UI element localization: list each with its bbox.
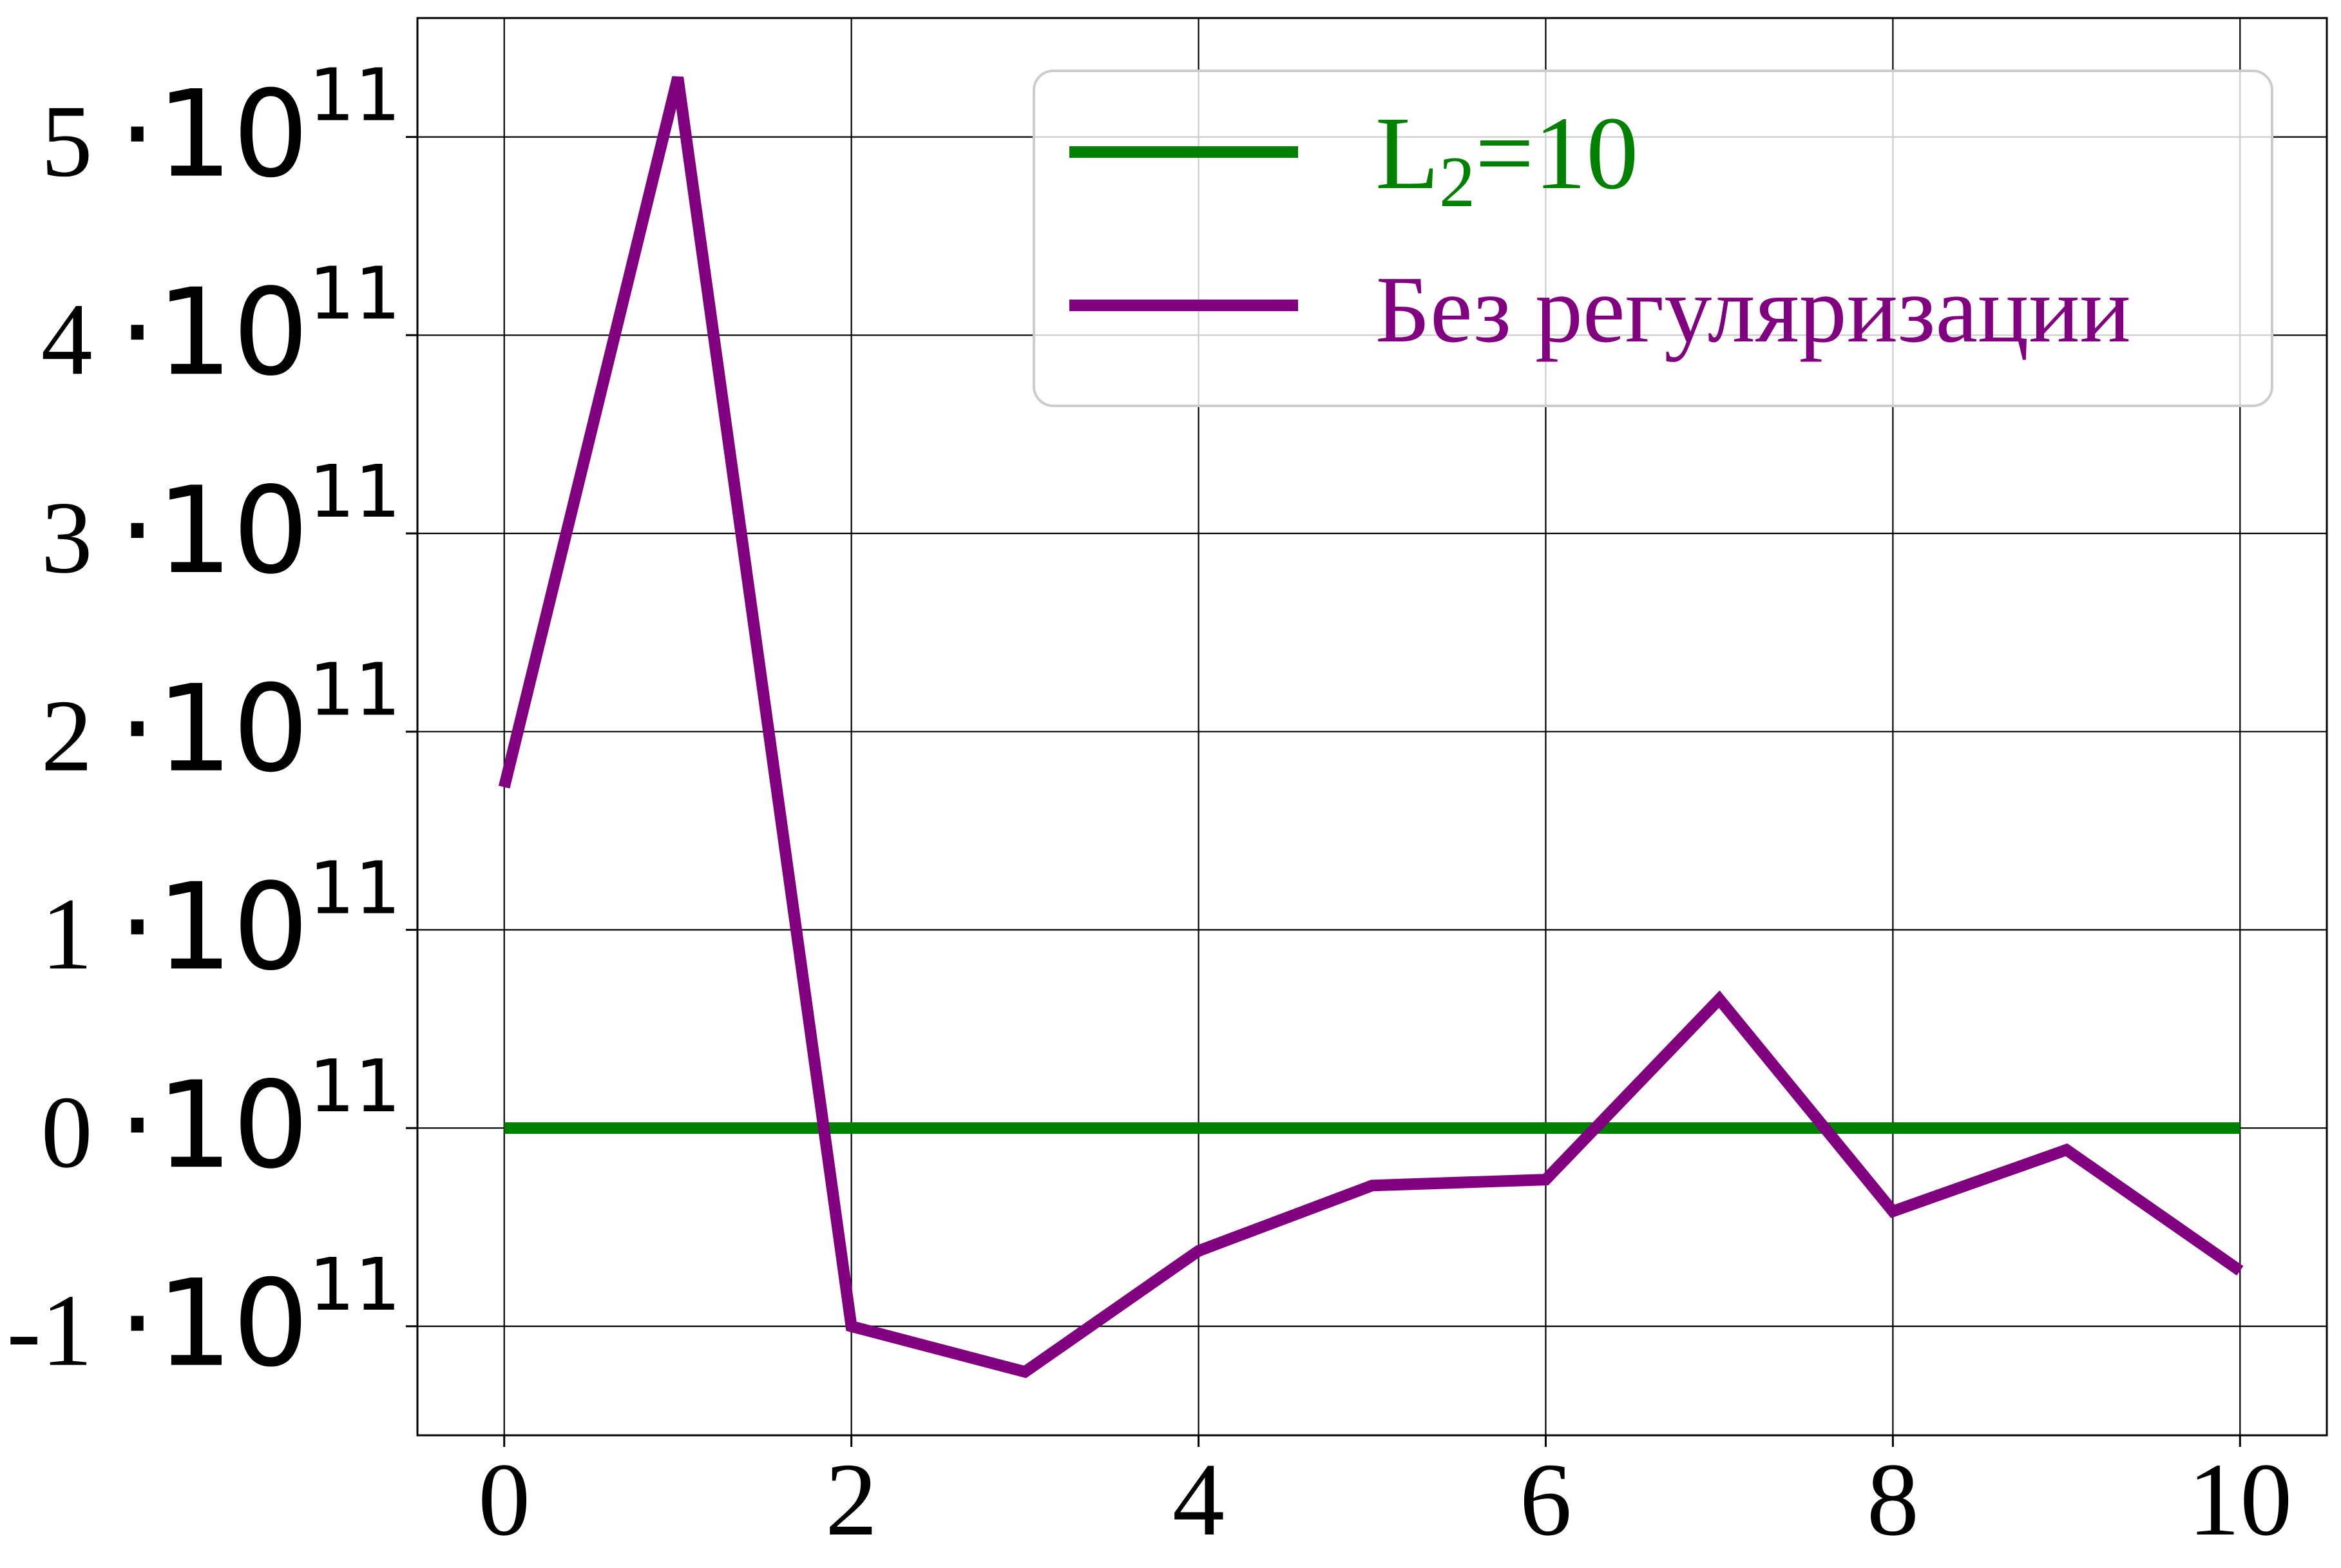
y-tick-label-2: 1 ·1011 <box>41 846 401 997</box>
x-tick-label-0: 0 <box>478 1442 530 1558</box>
y-axis-ticks: -1 ·1011 0 ·1011 1 ·1011 2 ·1011 3 ·1011 4 ·1… <box>6 54 417 1393</box>
x-tick-label-2: 4 <box>1172 1442 1225 1558</box>
x-tick-label-3: 6 <box>1520 1442 1572 1558</box>
legend-label-l2-subscript: 2 <box>1439 142 1475 222</box>
legend: L2=10 Без регуляризации <box>1033 70 2273 407</box>
x-tick-label-4: 8 <box>1867 1442 1919 1558</box>
legend-label-l2-main: L <box>1375 96 1439 211</box>
x-axis-ticks: 0 2 4 6 8 10 <box>478 1435 2292 1558</box>
series-lines <box>498 76 2244 1379</box>
y-tick-label-3: 2 ·1011 <box>41 649 401 799</box>
y-tick-label-4: 3 ·1011 <box>41 450 401 600</box>
legend-label-l2-rest: =10 <box>1475 96 1638 211</box>
legend-box <box>1033 70 2273 407</box>
y-tick-label-6: 5 ·1011 <box>41 54 401 204</box>
y-tick-label-5: 4 ·1011 <box>41 252 401 402</box>
y-tick-label-0: -1 ·1011 <box>6 1243 401 1393</box>
legend-label-no-regularization: Без регуляризации <box>1375 257 2131 363</box>
y-tick-label-1: 0 ·1011 <box>41 1045 401 1195</box>
x-tick-label-5: 10 <box>2188 1442 2292 1558</box>
series-line-1 <box>498 76 2244 1379</box>
legend-label-l2: L2=10 <box>1375 96 1638 222</box>
plot-frame <box>416 17 2328 1437</box>
x-tick-label-1: 2 <box>825 1442 877 1558</box>
